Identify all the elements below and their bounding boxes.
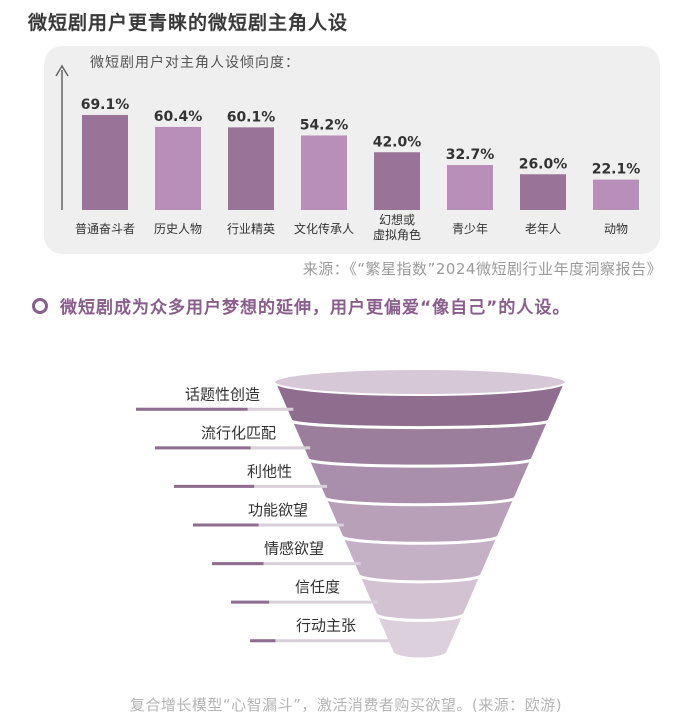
circle-bullet-icon <box>32 297 48 314</box>
bar <box>593 179 639 210</box>
bar <box>82 114 128 210</box>
chart-panel <box>44 46 660 254</box>
bar-value-label: 42.0% <box>373 134 422 150</box>
funnel-level-label: 信任度 <box>295 578 340 596</box>
bar <box>228 127 274 210</box>
highlight-statement: 微短剧成为众多用户梦想的延伸，用户更偏爱“像自己”的人设。 <box>32 293 570 318</box>
bar <box>301 135 347 210</box>
funnel-level-label: 行动主张 <box>296 617 356 635</box>
chart-title: 微短剧用户对主角人设倾向度： <box>90 55 300 71</box>
bar-value-label: 54.2% <box>300 117 349 133</box>
bar <box>447 165 493 210</box>
funnel-segment <box>322 496 518 545</box>
category-label: 老年人 <box>525 222 561 236</box>
funnel-segment <box>339 534 501 584</box>
funnel-top-opening <box>273 368 567 396</box>
bar-value-label: 69.1% <box>81 97 130 113</box>
bar <box>155 126 201 210</box>
bar-chart: 69.1% 普通奋斗者 60.4% 历史人物 60.1% 行业精英 54.2% 文化传承人 42… <box>55 64 641 242</box>
bar-value-label: 32.7% <box>446 147 495 163</box>
funnel-segment <box>288 419 552 468</box>
bar <box>520 174 566 210</box>
category-label: 行业精英 <box>227 222 275 236</box>
funnel-level-label: 利他性 <box>247 462 292 480</box>
funnel-level-label: 话题性创造 <box>185 385 260 403</box>
bar-value-label: 60.4% <box>154 109 203 125</box>
chart-source: 来源：《“繁星指数”2024微短剧行业年度洞察报告》 <box>302 260 662 278</box>
category-label: 历史人物 <box>154 222 202 236</box>
funnel-segment <box>305 457 535 507</box>
funnel-level-label: 流行化匹配 <box>201 424 276 442</box>
funnel-segment <box>372 611 468 661</box>
funnel-level-label: 功能欲望 <box>248 501 308 519</box>
category-label: 动物 <box>604 222 628 236</box>
bar <box>374 152 420 210</box>
category-label: 幻想或虚拟角色 <box>373 212 421 242</box>
funnel-caption: 复合增长模型“心智漏斗”，激活消费者购买欲望。(来源：欧游) <box>129 696 563 714</box>
category-label: 文化传承人 <box>294 221 354 236</box>
highlight-text: 微短剧成为众多用户梦想的延伸，用户更偏爱“像自己”的人设。 <box>60 298 571 318</box>
category-label: 青少年 <box>452 222 488 236</box>
funnel-level-label: 情感欲望 <box>264 540 324 558</box>
y-axis-arrow-icon <box>55 64 69 77</box>
page-title: 微短剧用户更青睐的微短剧主角人设 <box>28 12 349 34</box>
bar-value-label: 60.1% <box>227 109 276 125</box>
bar-value-label: 22.1% <box>592 162 641 178</box>
funnel-segment <box>355 573 485 622</box>
bar-value-label: 26.0% <box>519 156 568 172</box>
category-label: 普通奋斗者 <box>75 222 135 236</box>
